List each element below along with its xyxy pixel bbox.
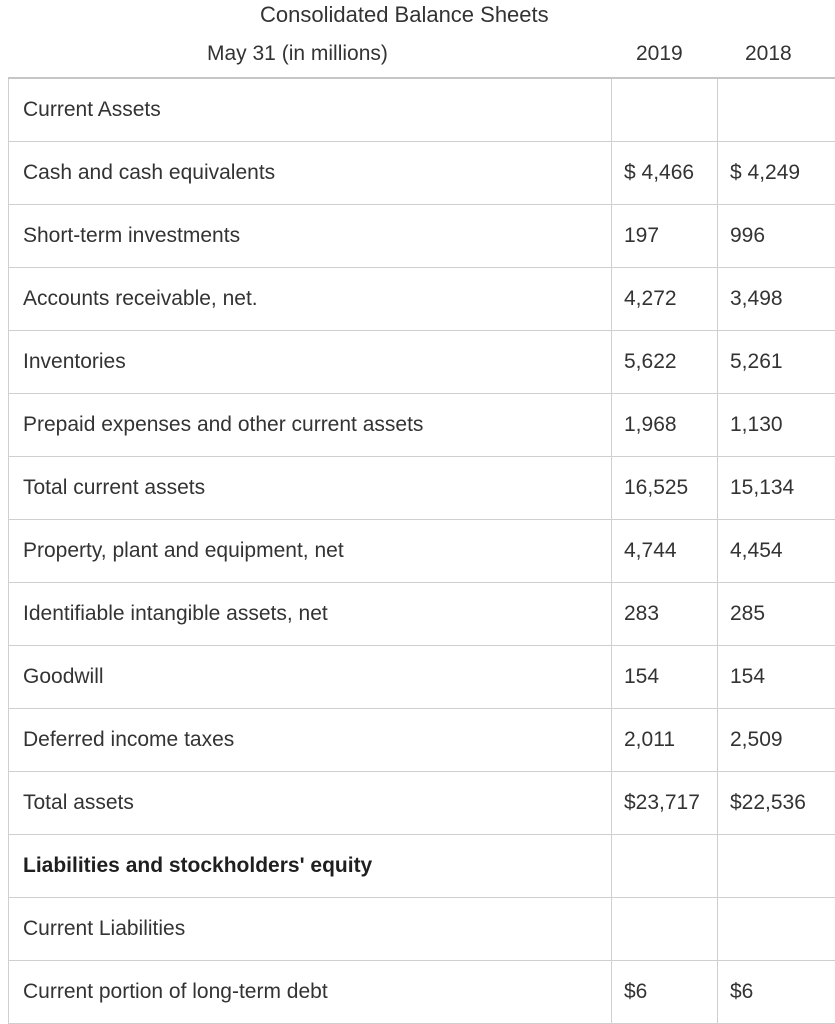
row-label: Short-term investments (8, 204, 612, 268)
value-2018: $6 (717, 960, 835, 1024)
value-2019: $23,717 (611, 771, 718, 835)
value-2019: 16,525 (611, 456, 718, 520)
row-label: Current portion of long-term debt (8, 960, 612, 1024)
row-label: Prepaid expenses and other current asset… (8, 393, 612, 457)
value-2018: 2,509 (717, 708, 835, 772)
value-2019 (611, 897, 718, 961)
row-label: Total current assets (8, 456, 612, 520)
table-row: Short-term investments 197 996 (8, 204, 835, 268)
column-header-2019: 2019 (636, 42, 683, 65)
value-2018 (717, 77, 835, 142)
value-2019: 4,744 (611, 519, 718, 583)
period-label: May 31 (in millions) (207, 42, 388, 65)
balance-sheet-table: Current Assets Cash and cash equivalents… (8, 77, 835, 1024)
value-2018: $ 4,249 (717, 141, 835, 205)
value-2019: 283 (611, 582, 718, 646)
value-2019: 1,968 (611, 393, 718, 457)
value-2019: $ 4,466 (611, 141, 718, 205)
table-row: Prepaid expenses and other current asset… (8, 393, 835, 457)
table-row: Liabilities and stockholders' equity (8, 834, 835, 898)
table-row: Current Liabilities (8, 897, 835, 961)
value-2018 (717, 834, 835, 898)
value-2018: 996 (717, 204, 835, 268)
row-label: Current Assets (8, 77, 612, 142)
table-row: Goodwill 154 154 (8, 645, 835, 709)
table-row: Deferred income taxes 2,011 2,509 (8, 708, 835, 772)
value-2018 (717, 897, 835, 961)
value-2018: 5,261 (717, 330, 835, 394)
table-row: Property, plant and equipment, net 4,744… (8, 519, 835, 583)
table-row: Accounts receivable, net. 4,272 3,498 (8, 267, 835, 331)
section-heading: Liabilities and stockholders' equity (8, 834, 612, 898)
row-label: Current Liabilities (8, 897, 612, 961)
row-label: Total assets (8, 771, 612, 835)
row-label: Accounts receivable, net. (8, 267, 612, 331)
value-2019: 4,272 (611, 267, 718, 331)
value-2019: 197 (611, 204, 718, 268)
value-2019: 2,011 (611, 708, 718, 772)
value-2018: 1,130 (717, 393, 835, 457)
value-2019: $6 (611, 960, 718, 1024)
value-2019 (611, 77, 718, 142)
value-2018: $22,536 (717, 771, 835, 835)
table-row: Inventories 5,622 5,261 (8, 330, 835, 394)
table-row: Total current assets 16,525 15,134 (8, 456, 835, 520)
table-row: Total assets $23,717 $22,536 (8, 771, 835, 835)
value-2019: 5,622 (611, 330, 718, 394)
value-2018: 15,134 (717, 456, 835, 520)
row-label: Inventories (8, 330, 612, 394)
row-label: Deferred income taxes (8, 708, 612, 772)
value-2018: 3,498 (717, 267, 835, 331)
row-label: Property, plant and equipment, net (8, 519, 612, 583)
row-label: Identifiable intangible assets, net (8, 582, 612, 646)
value-2019 (611, 834, 718, 898)
row-label: Goodwill (8, 645, 612, 709)
table-row: Current Assets (8, 77, 835, 142)
page-title: Consolidated Balance Sheets (260, 2, 549, 27)
value-2018: 285 (717, 582, 835, 646)
value-2018: 154 (717, 645, 835, 709)
table-row: Identifiable intangible assets, net 283 … (8, 582, 835, 646)
value-2018: 4,454 (717, 519, 835, 583)
table-row: Cash and cash equivalents $ 4,466 $ 4,24… (8, 141, 835, 205)
row-label: Cash and cash equivalents (8, 141, 612, 205)
column-header-2018: 2018 (745, 42, 792, 65)
value-2019: 154 (611, 645, 718, 709)
table-row: Current portion of long-term debt $6 $6 (8, 960, 835, 1024)
